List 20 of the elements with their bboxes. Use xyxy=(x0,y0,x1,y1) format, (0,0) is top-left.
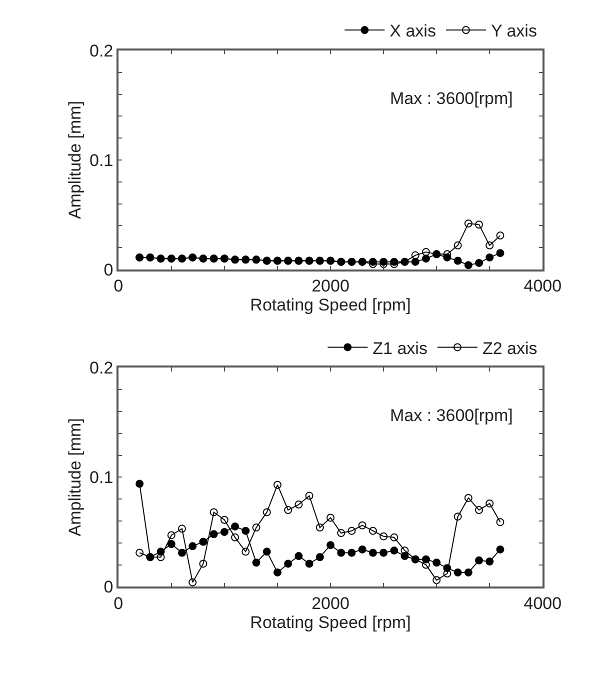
y-tick-label: 0 xyxy=(104,578,114,597)
legend-label: Z1 axis xyxy=(372,338,428,358)
legend-label: Y axis xyxy=(490,22,537,41)
y-axis-title: Amplitude [mm] xyxy=(66,100,85,220)
y-tick-label: 0.2 xyxy=(90,41,114,60)
y-axis-title: Amplitude [mm] xyxy=(66,418,85,536)
annotation: Max : 3600[rpm] xyxy=(390,406,513,425)
x-axis-title: Rotating Speed [rpm] xyxy=(250,612,411,632)
x-tick-label: 4000 xyxy=(524,594,562,613)
y-tick-label: 0.1 xyxy=(90,468,114,488)
legend-label: X axis xyxy=(390,22,436,41)
x-axis-title: Rotating Speed [rpm] xyxy=(250,296,411,315)
annotation: Max : 3600[rpm] xyxy=(390,89,513,108)
y-tick-label: 0 xyxy=(104,260,114,280)
x-tick-label: 2000 xyxy=(312,276,350,296)
x-tick-label: 2000 xyxy=(312,594,350,613)
y-tick-label: 0.2 xyxy=(90,358,114,378)
x-tick-label: 4000 xyxy=(524,276,562,296)
y-tick-label: 0.1 xyxy=(90,150,114,170)
legend-label: Z2 axis xyxy=(482,338,538,358)
